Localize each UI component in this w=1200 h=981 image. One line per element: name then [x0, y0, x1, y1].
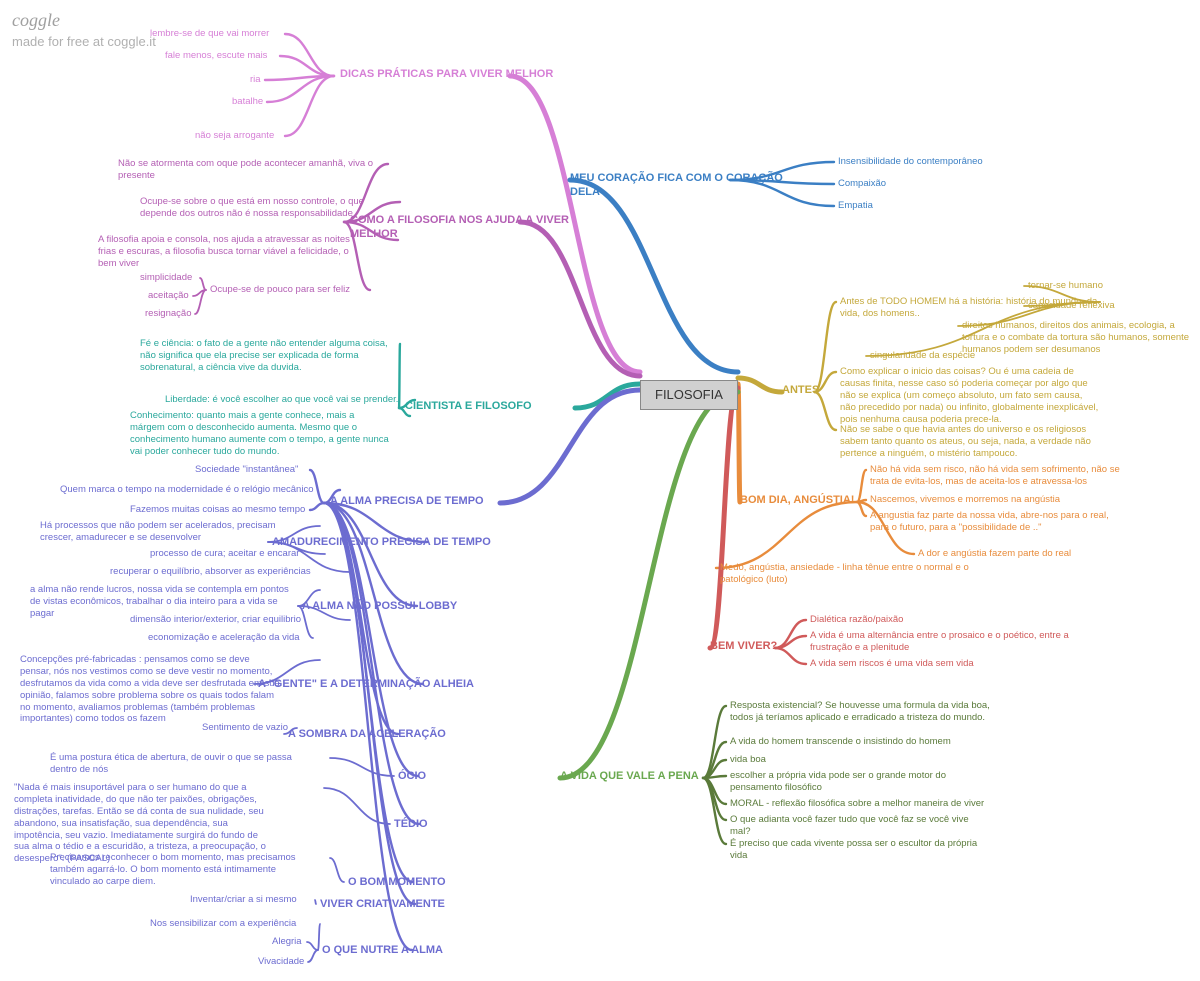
branch-coracao: MEU CORAÇÃO FICA COM O CORAÇÃO DELA	[570, 172, 810, 200]
branch-alma_tempo: A ALMA PRECISA DE TEMPO	[330, 495, 570, 509]
leaf: É uma postura ética de abertura, de ouvi…	[50, 752, 310, 776]
leaf: O QUE NUTRE A ALMA	[322, 944, 443, 958]
leaf: A SOMBRA DA ACELERAÇÃO	[288, 728, 446, 742]
root-node[interactable]: FILOSOFIA	[640, 380, 738, 410]
leaf: Não se sabe o que havia antes do univers…	[840, 424, 1100, 460]
leaf: recuperar o equilíbrio, absorver as expe…	[110, 566, 311, 578]
leaf: Fazemos muitas coisas ao mesmo tempo	[130, 504, 305, 516]
leaf: Como explicar o inicio das coisas? Ou é …	[840, 366, 1100, 425]
leaf: processo de cura; aceitar e encarar	[150, 548, 299, 560]
leaf: fale menos, escute mais	[165, 50, 267, 62]
leaf: A vida sem riscos é uma vida sem vida	[810, 658, 974, 670]
leaf: TÉDIO	[394, 818, 428, 832]
leaf: aceitação	[148, 290, 189, 302]
leaf: Medo, angústia, ansiedade - linha tênue …	[720, 562, 980, 586]
leaf: singularidade da espécie	[870, 350, 975, 362]
leaf: Nos sensibilizar com a experiência	[150, 918, 296, 930]
leaf: Insensibilidade do contemporâneo	[838, 156, 983, 168]
leaf: Inventar/criar a si mesmo	[190, 894, 297, 906]
leaf: Não há vida sem risco, não há vida sem s…	[870, 464, 1130, 488]
leaf: A angustia faz parte da nossa vida, abre…	[870, 510, 1130, 534]
leaf: Empatia	[838, 200, 873, 212]
leaf: ria	[250, 74, 261, 86]
leaf: A vida é uma alternância entre o prosaic…	[810, 630, 1070, 654]
leaf: não seja arrogante	[195, 130, 274, 142]
leaf: É preciso que cada vivente possa ser o e…	[730, 838, 980, 862]
leaf: economização e aceleração da vida	[148, 632, 300, 644]
leaf: batalhe	[232, 96, 263, 108]
leaf: Resposta existencial? Se houvesse uma fo…	[730, 700, 990, 724]
leaf: Ocupe-se de pouco para ser feliz	[210, 284, 350, 296]
leaf: Compaixão	[838, 178, 886, 190]
branch-cientista: CIENTISTA E FILOSOFO	[405, 400, 645, 414]
leaf: capacidade reflexiva	[1028, 300, 1115, 312]
leaf: Alegria	[272, 936, 302, 948]
leaf: A filosofia apoia e consola, nos ajuda a…	[98, 234, 358, 270]
leaf: ÓCIO	[398, 770, 426, 784]
leaf: O BOM MOMENTO	[348, 876, 446, 890]
leaf: O que adianta você fazer tudo que você f…	[730, 814, 980, 838]
leaf: Precisamos reconhecer o bom momento, mas…	[50, 852, 310, 888]
leaf: MORAL - reflexão filosófica sobre a melh…	[730, 798, 984, 810]
leaf: Sentimento de vazio	[202, 722, 288, 734]
leaf: Liberdade: é você escolher ao que você v…	[165, 394, 415, 406]
leaf: Vivacidade	[258, 956, 304, 968]
leaf: dimensão interior/exterior, criar equili…	[130, 614, 301, 626]
leaf: lembre-se de que vai morrer	[150, 28, 269, 40]
leaf: Dialética razão/paixão	[810, 614, 903, 626]
leaf: A "GENTE" E A DETERMINAÇÃO ALHEIA	[258, 678, 474, 692]
leaf: Concepções pré-fabricadas : pensamos com…	[20, 654, 280, 725]
leaf: A ALMA NÃO POSSUI LOBBY	[302, 600, 457, 614]
leaf: vida boa	[730, 754, 766, 766]
leaf: Ocupe-se sobre o que está em nosso contr…	[140, 196, 400, 220]
branch-dicas: DICAS PRÁTICAS PARA VIVER MELHOR	[340, 68, 580, 82]
leaf: Quem marca o tempo na modernidade é o re…	[60, 484, 320, 496]
leaf: resignação	[145, 308, 191, 320]
leaf: Sociedade "instantânea"	[195, 464, 298, 476]
leaf: VIVER CRIATIVAMENTE	[320, 898, 445, 912]
leaf: direitos humanos, direitos dos animais, …	[962, 320, 1192, 356]
leaf: Não se atormenta com oque pode acontecer…	[118, 158, 378, 182]
leaf: Nascemos, vivemos e morremos na angústia	[870, 494, 1060, 506]
leaf: simplicidade	[140, 272, 192, 284]
leaf: Há processos que não podem ser acelerado…	[40, 520, 300, 544]
leaf: A dor e angústia fazem parte do real	[918, 548, 1071, 560]
leaf: escolher a própria vida pode ser o grand…	[730, 770, 980, 794]
leaf: Conhecimento: quanto mais a gente conhec…	[130, 410, 390, 458]
leaf: AMADURECIMENTO PRECISA DE TEMPO	[272, 536, 491, 550]
leaf: Fé e ciência: o fato de a gente não ente…	[140, 338, 400, 374]
leaf: tornar-se humano	[1028, 280, 1103, 292]
leaf: A vida do homem transcende o insistindo …	[730, 736, 951, 748]
